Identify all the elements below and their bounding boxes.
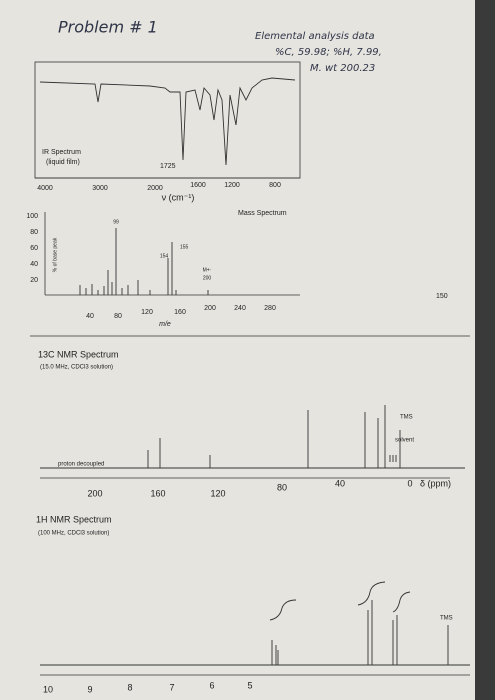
c13-tms: TMS	[400, 415, 413, 421]
mass-x-label: 120	[141, 309, 153, 316]
margin-note: 150	[436, 293, 448, 300]
mass-x-label: 240	[234, 305, 246, 312]
h1-x-label: 10	[43, 684, 53, 694]
mass-peak-label: 154	[160, 253, 169, 259]
ir-trace	[39, 77, 296, 166]
ir-x-title: ν (cm⁻¹)	[162, 192, 195, 202]
ir-x-label: 4000	[37, 185, 53, 192]
ir-x-label: 3000	[92, 185, 108, 192]
h1-x-label: 7	[169, 682, 174, 692]
h1-trace	[40, 600, 470, 666]
h1-subtitle: (100 MHz, CDCl3 solution)	[38, 531, 109, 537]
mass-peak-label: 99	[113, 219, 119, 225]
h1-x-label: 9	[87, 684, 92, 694]
mass-x-title: m/e	[159, 321, 171, 328]
mass-y-label: 60	[30, 245, 38, 252]
mass-peak-label: 200	[203, 275, 212, 281]
mass-peaks	[79, 228, 209, 295]
paper	[0, 0, 475, 700]
c13-x-label: 0	[407, 478, 412, 488]
mass-y-title: % of base peak	[52, 237, 58, 272]
mass-x-label: 40	[86, 313, 94, 320]
mass-peak-label: M+·	[203, 267, 212, 273]
mass-y-label: 80	[30, 229, 38, 236]
h1-x-label: 6	[209, 680, 214, 690]
mass-x-label: 280	[264, 305, 276, 312]
c13-x-label: 160	[150, 488, 165, 498]
c13-decoupled: proton decoupled	[58, 462, 104, 468]
c13-x-label: 40	[335, 478, 345, 488]
h1-x-label: 5	[247, 680, 252, 690]
screen-edge	[475, 0, 495, 700]
note: Elemental analysis data	[255, 31, 375, 42]
c13-title: 13C NMR Spectrum	[38, 349, 119, 359]
note: %C, 59.98; %H, 7.99,	[275, 47, 382, 58]
ir-x-label: 800	[269, 182, 281, 189]
c13-trace	[40, 405, 465, 469]
ir-x-label: 1600	[190, 182, 206, 189]
h1-integral	[269, 581, 411, 621]
c13-x-label: 200	[87, 488, 102, 498]
c13-solvent: solvent	[395, 438, 414, 444]
ir-subtitle: (liquid film)	[46, 159, 80, 166]
mass-title: Mass Spectrum	[238, 210, 287, 217]
mass-y-label: 40	[30, 261, 38, 268]
c13-x-title: δ (ppm)	[420, 478, 451, 488]
ir-x-label: 1200	[224, 182, 240, 189]
mass-x-label: 80	[114, 313, 122, 320]
mass-peak-label: 155	[180, 244, 189, 250]
ir-peak-label: 1725	[160, 163, 176, 170]
note: M. wt 200.23	[310, 63, 375, 74]
mass-y-label: 100	[26, 213, 38, 220]
mass-y-label: 20	[30, 277, 38, 284]
mass-x-label: 200	[204, 305, 216, 312]
c13-x-label: 80	[277, 482, 287, 492]
c13-x-label: 120	[210, 488, 225, 498]
problem-title: Problem # 1	[58, 18, 158, 37]
h1-tms: TMS	[440, 616, 453, 622]
h1-title: 1H NMR Spectrum	[36, 514, 112, 524]
ir-x-label: 2000	[147, 185, 163, 192]
h1-x-label: 8	[127, 682, 132, 692]
c13-subtitle: (15.0 MHz, CDCl3 solution)	[40, 365, 113, 371]
mass-x-label: 160	[174, 309, 186, 316]
ir-title: IR Spectrum	[42, 149, 81, 156]
